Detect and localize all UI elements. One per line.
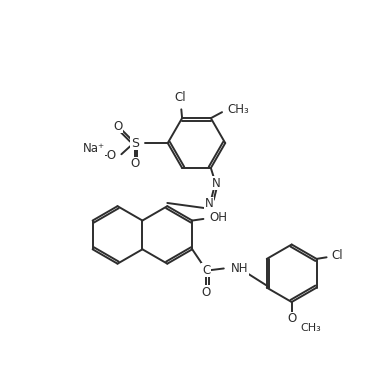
Text: –O: –O [101,149,116,162]
Text: N: N [205,198,214,211]
Text: CH₃: CH₃ [228,103,249,116]
Text: O: O [287,312,296,325]
Text: O: O [201,286,211,299]
Text: N: N [212,176,220,190]
Text: C: C [202,263,210,276]
Text: O: O [130,157,139,170]
Text: OH: OH [209,211,227,224]
Text: Cl: Cl [332,249,343,262]
Text: O: O [114,120,123,133]
Text: CH₃: CH₃ [300,323,321,333]
Text: S: S [131,137,139,149]
Text: Na⁺: Na⁺ [82,142,104,155]
Text: Cl: Cl [174,91,186,104]
Text: NH: NH [231,262,249,275]
